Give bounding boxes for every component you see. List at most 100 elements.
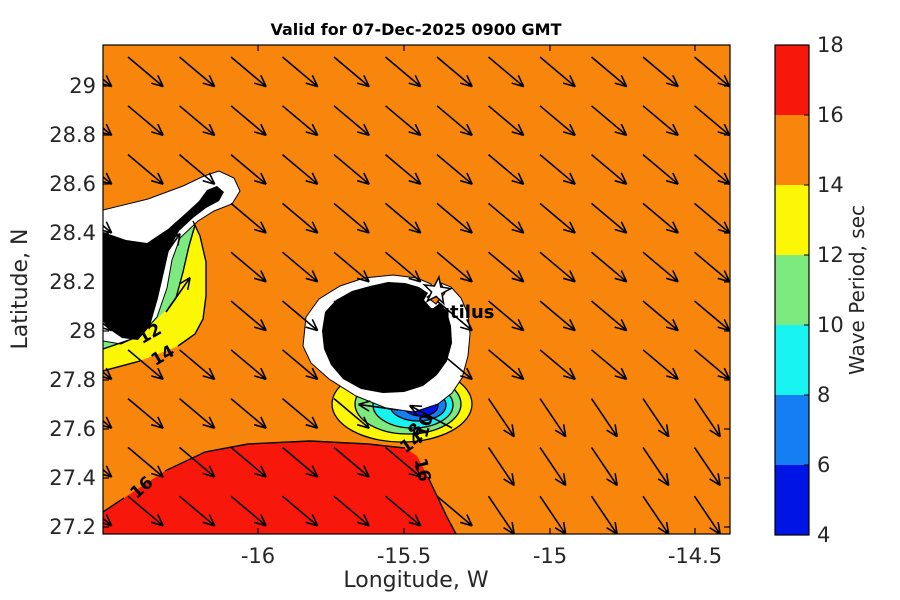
wave-direction-arrow (103, 270, 113, 283)
colorbar-tick-label: 8 (817, 383, 830, 407)
wave-direction-arrow (642, 495, 670, 534)
wave-direction-arrow (333, 300, 370, 332)
wave-direction-arrow (281, 202, 319, 234)
wave-direction-arrow (230, 495, 267, 527)
wave-direction-arrow (693, 495, 721, 534)
wave-direction-arrow (333, 56, 370, 88)
wave-direction-arrow (333, 251, 370, 283)
wave-direction-arrow (384, 349, 422, 381)
wave-direction-arrow (539, 495, 567, 534)
axes-frame: -16 -15.5 -15 -14.5 29 28.8 28.6 28.4 28.2 28 27.8… (49, 44, 731, 568)
wave-direction-arrow (642, 446, 670, 487)
wave-direction-arrow (230, 446, 267, 478)
contour-line-16s (103, 497, 125, 513)
wave-direction-arrow (693, 251, 730, 283)
colorbar-band-4-6s (775, 465, 809, 535)
wave-direction-arrow (539, 105, 576, 137)
y-tick-label: 28.6 (49, 172, 96, 196)
contour-line-16s (427, 476, 457, 534)
wave-direction-arrow (333, 202, 370, 234)
wave-direction-arrow (539, 251, 576, 283)
wave-direction-arrow (127, 105, 164, 137)
wave-direction-arrow (539, 446, 567, 487)
wave-direction-arrow (590, 56, 628, 88)
wave-direction-arrow (487, 153, 525, 185)
wave-direction-arrow (230, 349, 267, 381)
gran-canaria-island (322, 282, 452, 393)
wave-direction-arrow (155, 232, 181, 269)
wave-direction-arrow (230, 105, 267, 137)
wave-direction-arrow (642, 251, 679, 283)
wave-direction-arrow (281, 251, 319, 283)
wave-direction-arrow (384, 202, 422, 234)
wave-direction-arrow (408, 404, 453, 429)
colorbar-border (774, 44, 810, 536)
wave-direction-arrow (693, 300, 730, 332)
plot-border (102, 44, 731, 535)
y-tick-label: 27.4 (49, 466, 96, 490)
wave-direction-arrow (127, 397, 164, 429)
contour-label-16s: 16 (410, 456, 434, 483)
wave-direction-arrows (103, 56, 730, 534)
wave-direction-arrow (127, 56, 164, 88)
wave-direction-arrow (230, 153, 267, 185)
wave-direction-arrow (103, 367, 113, 381)
wave-direction-arrow (178, 153, 216, 185)
wave-direction-arrow (539, 202, 576, 234)
wave-direction-arrow (487, 398, 515, 438)
wave-direction-arrow (590, 398, 618, 438)
wave-direction-arrow (590, 251, 628, 283)
wave-direction-arrow (590, 349, 628, 381)
x-axis-label: Longitude, W (343, 568, 488, 593)
colorbar-tick-label: 6 (817, 453, 830, 477)
wave-direction-arrow (487, 56, 525, 88)
wave-direction-arrow (127, 153, 164, 185)
wave-direction-arrow (693, 398, 721, 438)
wave-direction-arrow (487, 251, 525, 283)
wave-direction-arrow (487, 446, 515, 487)
y-tick-label: 27.6 (49, 417, 96, 441)
wave-direction-arrow (230, 56, 267, 88)
wave-direction-arrow (693, 446, 721, 487)
wave-direction-arrow (384, 446, 422, 478)
wave-direction-arrow (178, 56, 216, 88)
wave-direction-arrow (590, 495, 618, 534)
colorbar-tick-label: 18 (817, 33, 844, 57)
colorbar: 4 6 8 10 12 14 16 18 (774, 33, 844, 547)
contour-line-14s (177, 220, 207, 347)
wave-direction-arrow (384, 153, 422, 185)
wave-direction-arrow (230, 300, 267, 332)
colorbar-label: Wave Period, sec (845, 205, 869, 375)
wave-direction-arrow (590, 105, 628, 137)
wave-direction-arrow (539, 349, 576, 381)
wave-direction-arrow (281, 349, 319, 381)
colorbar-band-8-10s (775, 325, 809, 395)
wave-direction-arrow (281, 300, 319, 332)
wave-direction-arrow (103, 172, 113, 185)
wave-direction-arrow (178, 105, 216, 137)
wave-direction-arrow (436, 300, 473, 332)
wave-direction-arrow (590, 153, 628, 185)
wave-direction-arrow (487, 105, 525, 137)
wave-direction-arrow (333, 105, 370, 137)
wave-direction-arrow (281, 446, 319, 478)
wave-direction-arrow (103, 123, 113, 137)
wave-direction-arrow (384, 300, 422, 332)
sea-region-16-18s (103, 441, 456, 534)
colorbar-band-16-18s (775, 45, 809, 115)
tenerife-island (103, 186, 224, 340)
x-tick-label: -14.5 (668, 544, 722, 568)
wave-direction-arrow (230, 202, 267, 234)
wave-direction-arrow (642, 349, 679, 381)
wave-direction-arrow (384, 251, 422, 283)
y-tick-label: 28.4 (49, 221, 96, 245)
contour-line-14s (103, 360, 141, 372)
station-label: Nautilus (410, 302, 495, 323)
y-tick-label: 27.2 (49, 515, 96, 539)
y-tick-label: 28 (69, 319, 96, 343)
y-axis-label: Latitude, N (8, 229, 33, 350)
wave-direction-arrow (281, 397, 319, 429)
wave-direction-arrow (436, 495, 473, 527)
